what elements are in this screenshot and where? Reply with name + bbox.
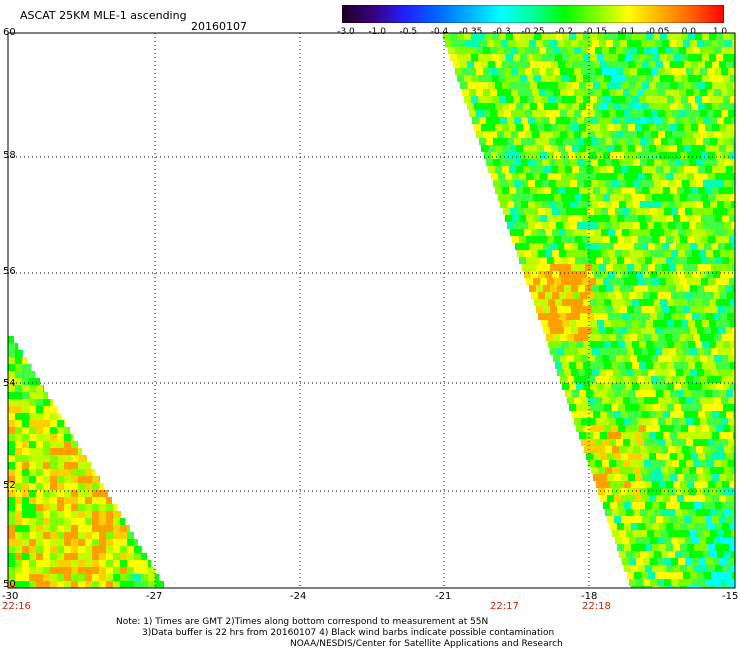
colorbar-label: -0.25 [521,27,545,37]
colorbar [342,5,724,23]
lon-label-neg24: -24 [290,591,307,602]
colorbar-label: -0.35 [459,27,483,37]
lon-label-neg27: -27 [146,591,163,602]
colorbar-label: -0.15 [583,27,607,37]
note-line-2: 3)Data buffer is 22 hrs from 20160107 4)… [142,628,555,638]
lon-label-neg15: -15 [722,591,739,602]
lon-label-neg30: -30 [2,591,19,602]
lat-label-54: 54 [3,378,16,389]
colorbar-label: -0.1 [617,27,636,37]
swath-data [8,33,735,588]
product-date: 20160107 [191,20,247,33]
time-label-2218: 22:18 [582,601,611,612]
colorbar-label: 0.0 [681,27,696,37]
lat-label-56: 56 [3,266,16,277]
note-line-1: Note: 1) Times are GMT 2)Times along bot… [116,617,489,627]
colorbar-label: 1.0 [712,27,728,37]
lat-label-52: 52 [3,480,16,491]
lat-label-50: 50 [3,579,16,590]
time-label-2216: 22:16 [2,601,31,612]
lon-label-neg21: -21 [435,591,452,602]
colorbar-label: -0.3 [493,27,511,37]
colorbar-label: -0.2 [555,27,573,37]
lat-label-58: 58 [3,150,16,161]
time-label-2217: 22:17 [490,601,519,612]
colorbar-label: -3.0 [337,27,355,37]
note-line-3: NOAA/NESDIS/Center for Satellite Applica… [290,639,563,649]
lat-label-60: 60 [3,27,16,38]
lon-label-neg18: -18 [581,591,598,602]
plot-frame [7,32,736,589]
colorbar-label: -0.4 [430,27,449,37]
colorbar-label: -0.5 [399,27,418,37]
product-title: ASCAT 25KM MLE-1 ascending [20,9,187,22]
graticule-grid [8,33,735,588]
colorbar-label: -0.05 [646,27,670,37]
colorbar-label: -1.0 [368,27,386,37]
